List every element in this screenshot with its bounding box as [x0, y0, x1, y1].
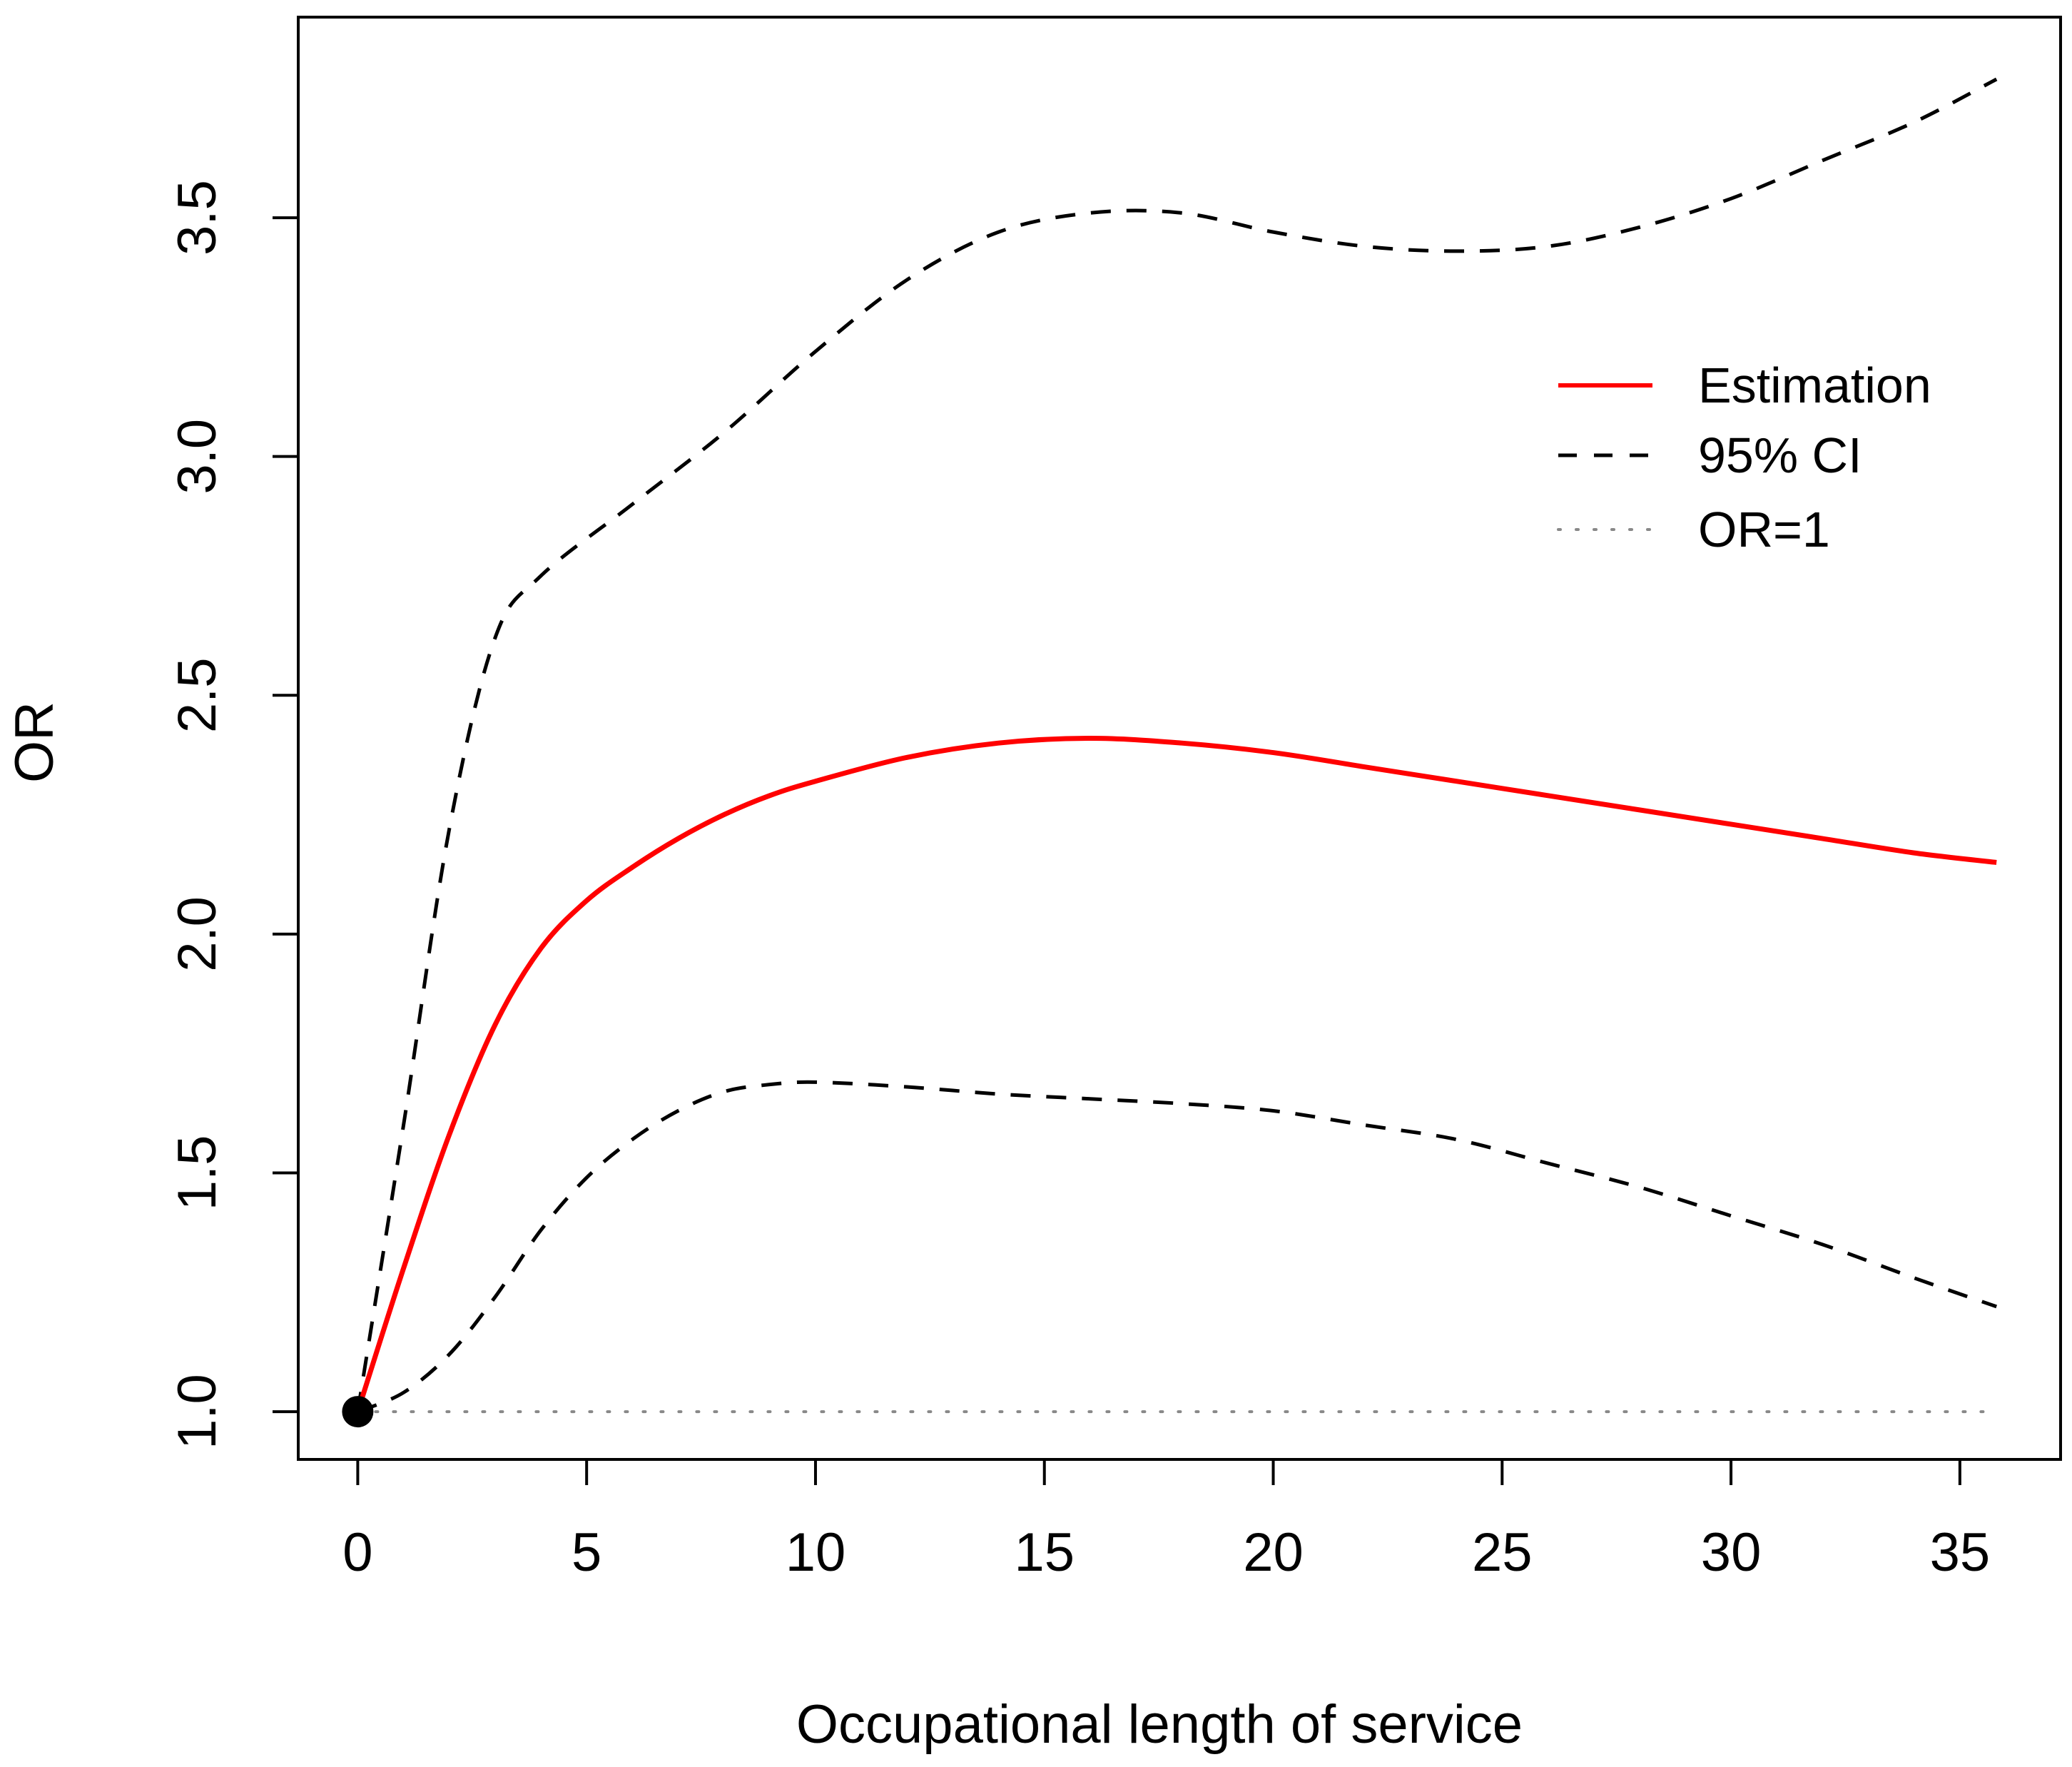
legend-label: 95% CI [1698, 427, 1862, 483]
x-tick-label: 10 [786, 1522, 846, 1583]
legend-label: OR=1 [1698, 502, 1830, 557]
series-line-95-ci-lower [357, 1080, 1998, 1414]
x-tick-label: 15 [1014, 1522, 1075, 1583]
series-layer [342, 77, 1999, 1428]
y-tick-label: 2.5 [167, 657, 228, 733]
y-tick-label: 1.5 [167, 1135, 228, 1211]
y-axis-label: OR [4, 702, 65, 783]
x-tick-label: 25 [1472, 1522, 1533, 1583]
plot-frame [297, 16, 2062, 1461]
y-tick-label: 3.5 [167, 180, 228, 255]
axes-layer: 0 5 10 15 20 25 30 35 1.0 1.5 2.0 2.5 3.0 3.5 [167, 180, 1990, 1583]
y-tick-label: 3.0 [167, 419, 228, 495]
reference-point [342, 1396, 374, 1428]
y-tick-label: 1.0 [167, 1374, 228, 1449]
x-tick-label: 0 [342, 1522, 372, 1583]
x-tick-label: 20 [1243, 1522, 1304, 1583]
x-axis-label: Occupational length of service [796, 1694, 1523, 1755]
series-line-estimation [355, 735, 1997, 1413]
x-tick-label: 5 [572, 1522, 601, 1583]
legend-label: Estimation [1698, 358, 1931, 413]
x-tick-label: 30 [1701, 1522, 1762, 1583]
y-tick-label: 2.0 [167, 896, 228, 972]
x-tick-label: 35 [1930, 1522, 1991, 1583]
series-line-95-ci [355, 77, 1998, 1412]
legend: Estimation 95% CI OR=1 [1557, 358, 1931, 557]
